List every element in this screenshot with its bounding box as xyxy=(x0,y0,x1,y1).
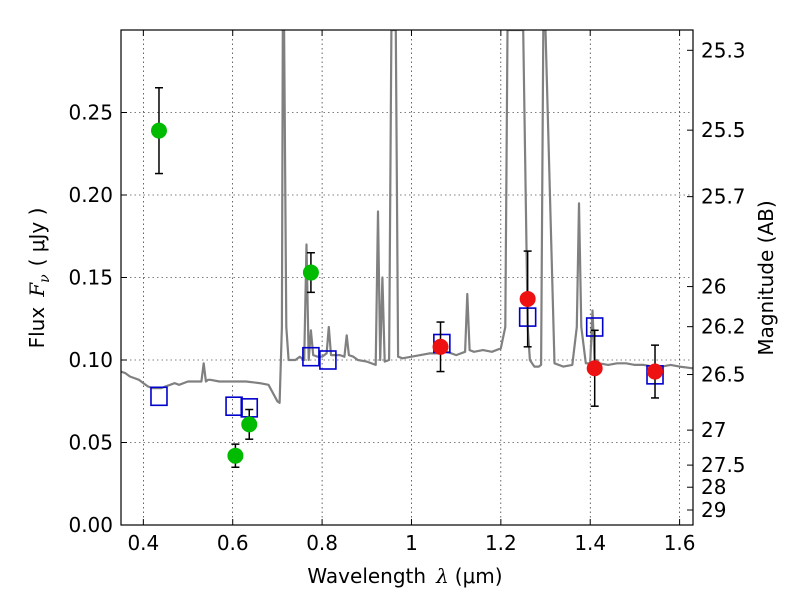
y-tick-label: 0.20 xyxy=(68,183,113,207)
y2-tick-label: 26 xyxy=(701,275,726,299)
tick-layer: 0.4 0.6 0.8 1 1.2 1.4 1.6 0.00 0.05 0.10 0.15 0.20 0… xyxy=(68,30,746,555)
x-tick-label: 1.2 xyxy=(485,531,517,555)
y-tick-label: 0.10 xyxy=(68,348,113,372)
photometry-point xyxy=(586,360,603,377)
photometry-point xyxy=(647,363,664,380)
y2-tick-label: 27.5 xyxy=(701,453,746,477)
photometry-point xyxy=(150,122,167,139)
x-tick-label: 1.6 xyxy=(664,531,696,555)
x-tick-label: 0.8 xyxy=(306,531,338,555)
photometry-point xyxy=(241,416,258,433)
y2-tick-label: 25.7 xyxy=(701,185,746,209)
grid xyxy=(121,30,693,525)
x-tick-label: 1 xyxy=(405,531,418,555)
x-tick-label: 0.4 xyxy=(127,531,159,555)
y2-tick-label: 28 xyxy=(701,475,726,499)
x-axis-label: Wavelength λ (μm) xyxy=(307,564,502,588)
y2-tick-label: 25.5 xyxy=(701,118,746,142)
photometry-point xyxy=(227,447,244,464)
y2-tick-label: 25.3 xyxy=(701,38,746,62)
y2-tick-label: 26.5 xyxy=(701,363,746,387)
photometry-point xyxy=(519,290,536,307)
x-tick-label: 1.4 xyxy=(574,531,606,555)
model-square xyxy=(150,386,168,407)
model-square xyxy=(319,350,337,370)
model-square xyxy=(302,346,320,367)
photometry-point xyxy=(432,338,449,355)
y2-tick-label: 27 xyxy=(701,418,726,442)
y-axis-label: FluxFν( μJy ) xyxy=(25,208,53,349)
y-tick-label: 0.05 xyxy=(68,431,113,455)
y-tick-label: 0.25 xyxy=(68,101,113,125)
y-tick-label: 0.00 xyxy=(68,513,113,537)
spectrum-line xyxy=(121,30,693,404)
y2-axis-label: Magnitude (AB) xyxy=(754,200,778,355)
model-square xyxy=(225,396,243,417)
photometry-point xyxy=(302,264,319,281)
marker-layer xyxy=(150,87,664,468)
spectrum-layer xyxy=(121,30,693,404)
y-tick-label: 0.15 xyxy=(68,266,113,290)
x-tick-label: 0.6 xyxy=(217,531,249,555)
y2-tick-label: 29 xyxy=(701,498,726,522)
y2-tick-label: 26.2 xyxy=(701,315,746,339)
